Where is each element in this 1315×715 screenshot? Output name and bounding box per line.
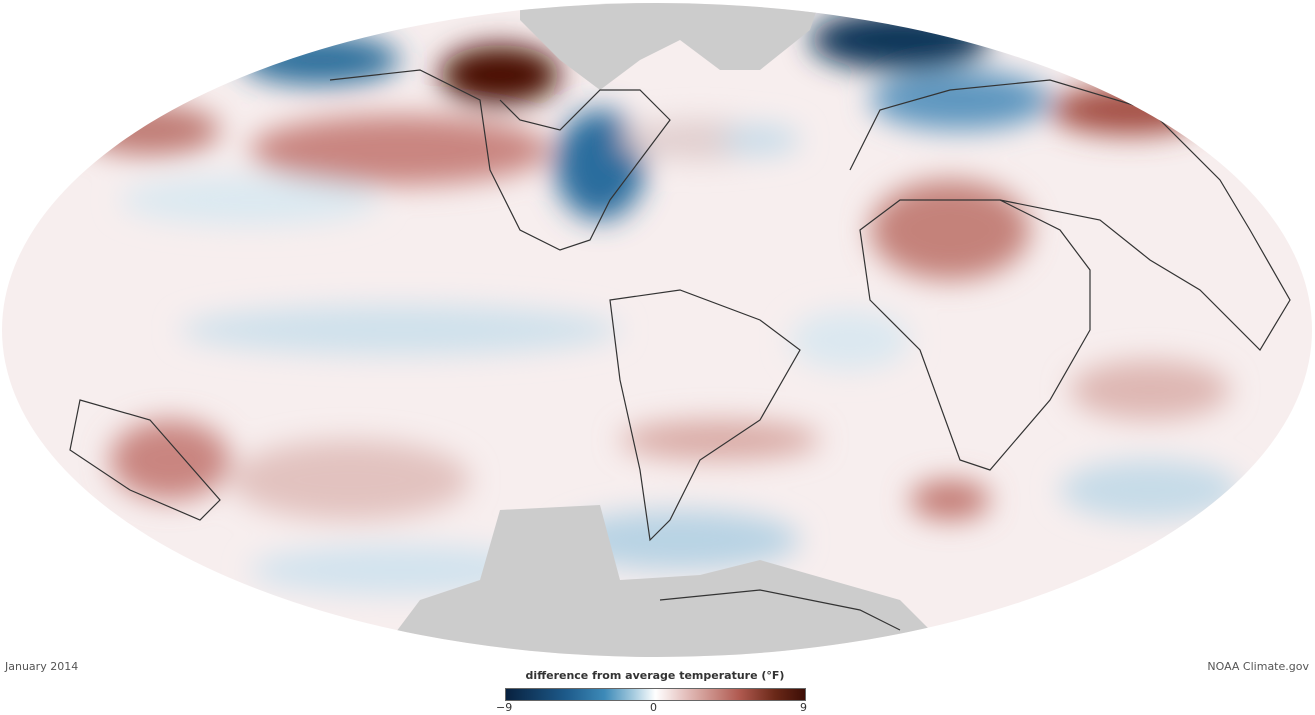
arctic-no-data [520,3,820,90]
legend-mid-label: 0 [650,701,657,714]
date-label: January 2014 [5,660,79,673]
legend-max-label: 9 [800,701,807,714]
world-anomaly-map [2,3,1312,657]
credit-label: NOAA Climate.gov [1207,660,1309,673]
legend-title: difference from average temperature (°F) [525,669,785,682]
antarctica-no-data [390,505,940,657]
legend-color-bar [505,688,806,701]
legend-min-label: −9 [496,701,513,714]
coastlines [69,69,1291,631]
